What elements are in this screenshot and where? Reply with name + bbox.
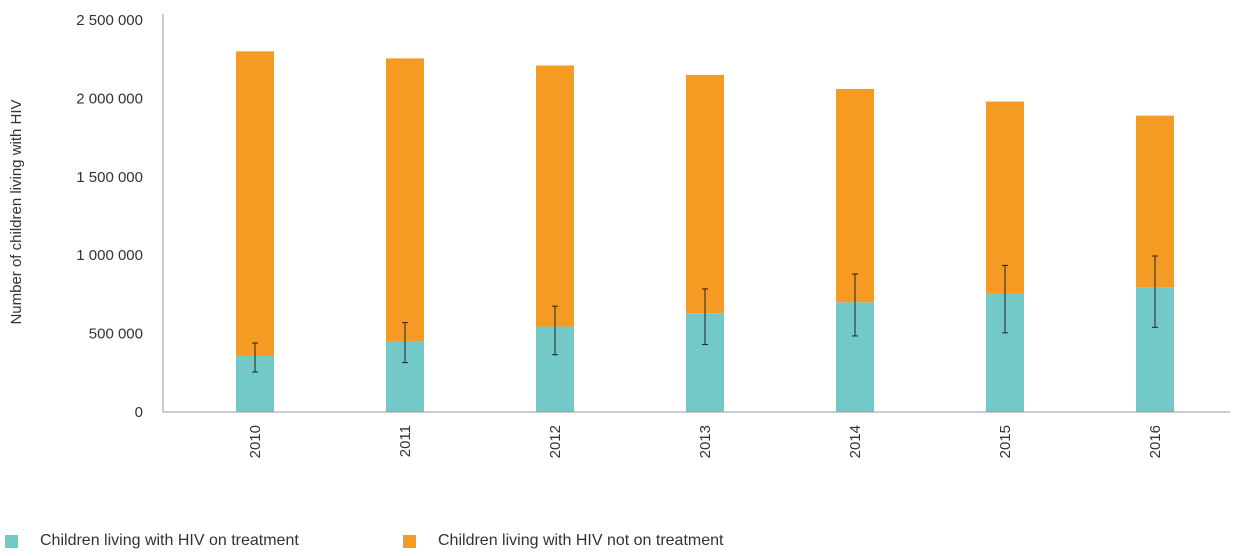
x-tick-label-2016: 2016	[1147, 425, 1164, 458]
bar-not-on-treatment-2011	[386, 58, 424, 342]
bar-not-on-treatment-2012	[536, 65, 574, 327]
legend-item-not-on-treatment: Children living with HIV not on treatmen…	[403, 532, 723, 550]
x-tick-label-2010: 2010	[247, 425, 264, 458]
x-tick-label-2013: 2013	[697, 425, 714, 458]
bar-not-on-treatment-2014	[836, 88, 874, 303]
error-bars	[252, 255, 1158, 373]
bars	[236, 51, 1174, 412]
bar-not-on-treatment-2013	[686, 74, 724, 314]
x-tick-label-2014: 2014	[847, 425, 864, 458]
y-tick-label: 0	[135, 404, 143, 421]
y-tick-label: 1 500 000	[76, 169, 143, 186]
y-axis-title: Number of children living with HIV	[8, 99, 25, 324]
x-tick-label-2012: 2012	[547, 425, 564, 458]
x-tick-labels: 2010 2011 2012 2013 2014 2015 2016	[247, 425, 1164, 458]
bar-not-on-treatment-2015	[986, 101, 1024, 294]
x-tick-label-2011: 2011	[397, 425, 414, 457]
y-tick-label: 2 500 000	[76, 12, 143, 29]
y-tick-label: 1 000 000	[76, 247, 143, 264]
legend-label-on-treatment: Children living with HIV on treatment	[40, 532, 299, 549]
bar-not-on-treatment-2010	[236, 51, 274, 356]
y-tick-labels: 0 500 000 1 000 000 1 500 000 2 000 000 2 500…	[76, 12, 143, 421]
legend: Children living with HIV on treatment Ch…	[0, 530, 723, 552]
legend-item-on-treatment: Children living with HIV on treatment	[0, 532, 403, 550]
x-tick-label-2015: 2015	[997, 425, 1014, 458]
axes	[162, 14, 1230, 413]
legend-swatch-on-treatment	[5, 534, 18, 548]
y-tick-label: 500 000	[89, 326, 143, 343]
y-tick-label: 2 000 000	[76, 90, 143, 107]
legend-swatch-not-on-treatment	[403, 534, 416, 548]
legend-label-not-on-treatment: Children living with HIV not on treatmen…	[438, 532, 724, 549]
